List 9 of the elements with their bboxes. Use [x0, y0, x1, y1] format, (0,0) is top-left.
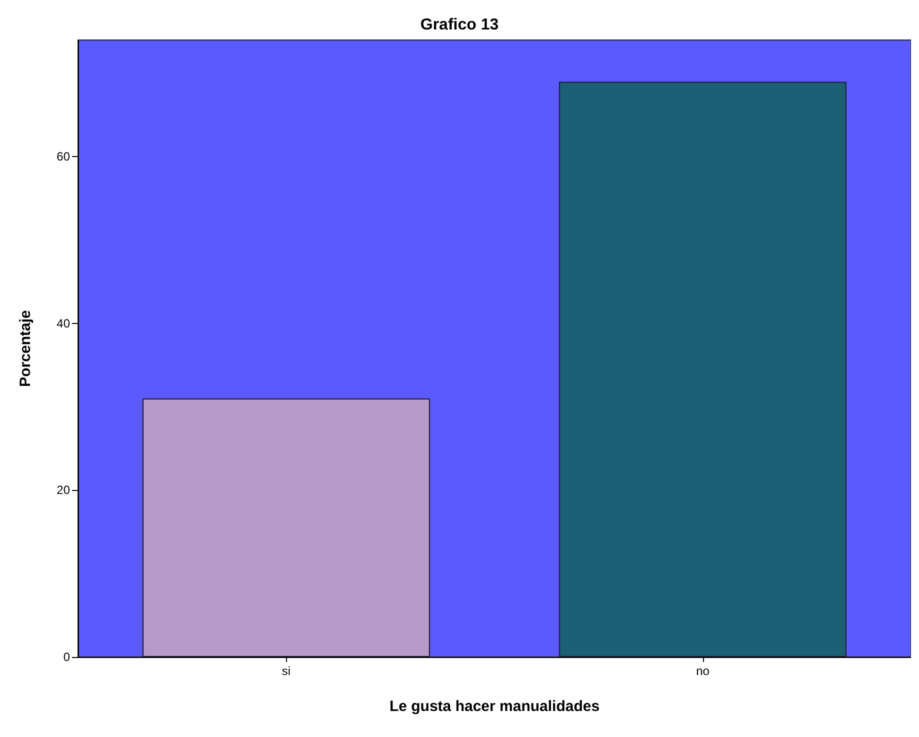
x-axis-title: Le gusta hacer manualidades [389, 698, 600, 715]
y-tick-label: 0 [63, 650, 70, 664]
chart-title: Grafico 13 [420, 16, 499, 34]
y-tick-label: 60 [56, 150, 70, 164]
x-tick-label: no [696, 664, 710, 678]
y-tick-label: 40 [56, 316, 70, 330]
y-axis-title: Porcentaje [17, 310, 34, 387]
x-tick-label: si [282, 664, 291, 678]
y-tick-label: 20 [56, 483, 70, 498]
